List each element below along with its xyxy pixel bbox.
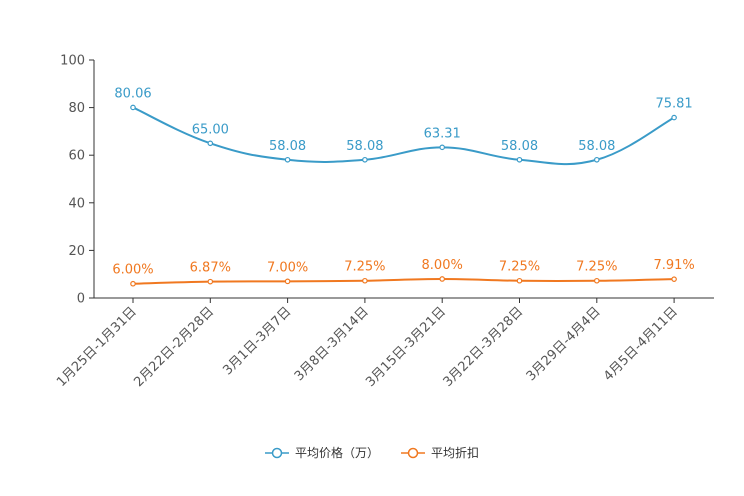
x-tick-label: 1月25日-1月31日: [54, 304, 140, 390]
data-point: [671, 114, 677, 121]
data-point: [362, 277, 368, 284]
x-tick-label: 2月22日-2月28日: [131, 304, 217, 390]
data-label: 63.31: [424, 126, 461, 141]
legend-discount-marker-icon: [401, 447, 425, 458]
data-label: 58.08: [501, 139, 538, 154]
x-tick-label: 3月22日-3月28日: [441, 304, 527, 390]
data-label: 58.08: [269, 139, 306, 154]
y-tick-label: 80: [68, 101, 85, 116]
data-label: 7.25%: [576, 260, 617, 275]
data-point: [130, 280, 136, 287]
data-label: 58.08: [346, 139, 383, 154]
data-point: [362, 156, 368, 163]
x-tick-label: 3月8日-3月14日: [292, 304, 372, 384]
data-point: [130, 104, 136, 111]
legend-price-label: 平均价格（万）: [294, 446, 379, 460]
data-point: [516, 156, 523, 163]
data-label: 75.81: [655, 97, 692, 112]
data-label: 7.91%: [653, 258, 694, 273]
data-label: 7.00%: [267, 260, 308, 275]
data-label: 58.08: [578, 139, 615, 154]
y-tick-label: 100: [60, 54, 85, 69]
x-tick-label: 3月1日-3月7日: [220, 304, 294, 378]
data-point: [284, 156, 291, 163]
legend: 平均价格（万） 平均折扣: [0, 444, 744, 461]
data-label: 6.00%: [112, 263, 153, 278]
legend-item-price[interactable]: 平均价格（万）: [264, 444, 379, 461]
data-point: [207, 140, 214, 147]
legend-item-discount[interactable]: 平均折扣: [401, 444, 479, 461]
data-label: 65.00: [192, 122, 229, 137]
data-point: [439, 144, 446, 151]
x-tick-label: 4月5日-4月11日: [601, 304, 681, 384]
data-point: [593, 156, 600, 163]
data-point: [284, 278, 291, 285]
data-point: [671, 276, 677, 282]
series-group: 80.06 65.00 58.08 58.08 63.31 58.08 58.08 75.81…: [112, 86, 695, 287]
x-tick-label: 3月15日-3月21日: [363, 304, 449, 390]
y-tick-label: 40: [68, 196, 85, 211]
data-label: 8.00%: [422, 258, 463, 273]
data-point: [439, 276, 446, 282]
data-point: [516, 277, 523, 284]
data-label: 7.25%: [499, 260, 540, 275]
legend-discount-label: 平均折扣: [431, 446, 480, 460]
data-label: 80.06: [114, 86, 151, 101]
legend-price-marker-icon: [264, 447, 289, 458]
y-tick-label: 20: [68, 244, 85, 259]
data-label: 7.25%: [344, 260, 385, 275]
data-label: 6.87%: [190, 261, 231, 276]
data-point: [207, 278, 214, 285]
x-tick-label: 3月29日-4月4日: [524, 304, 604, 384]
series-line-1: [132, 277, 675, 285]
y-tick-label: 0: [77, 292, 85, 307]
y-tick-label: 60: [68, 149, 85, 164]
data-point: [593, 277, 600, 284]
